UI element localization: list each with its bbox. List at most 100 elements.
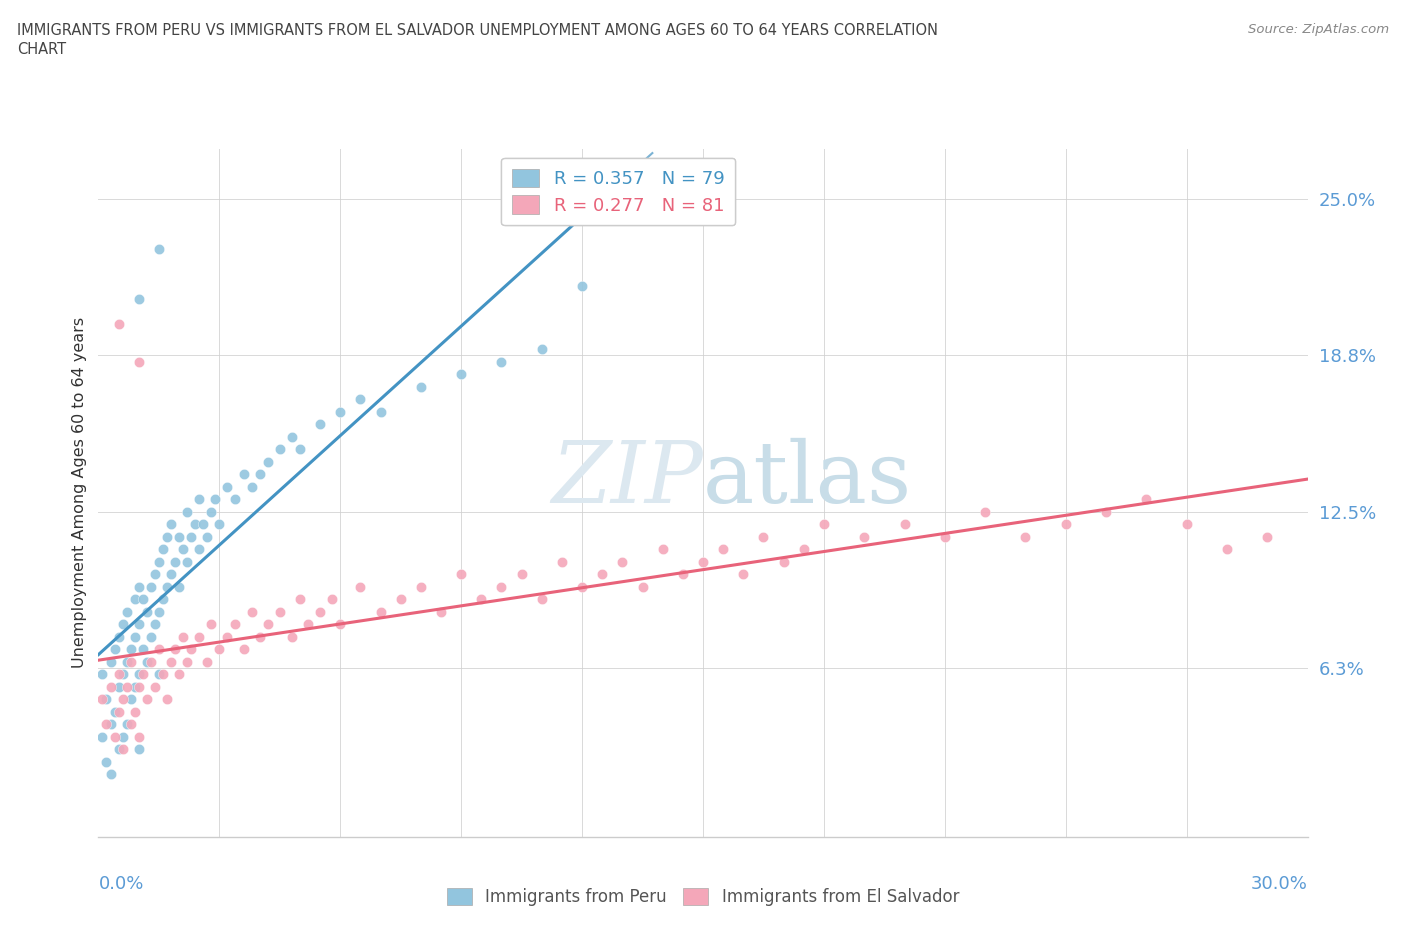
Point — [470, 591, 492, 606]
Point — [249, 630, 271, 644]
Point — [139, 655, 162, 670]
Point — [152, 542, 174, 557]
Point — [128, 617, 150, 631]
Point — [160, 655, 183, 670]
Point — [591, 566, 613, 581]
Point — [349, 579, 371, 594]
Point — [96, 717, 118, 732]
Point — [193, 517, 215, 532]
Point — [269, 604, 291, 619]
Point — [128, 742, 150, 757]
Point — [103, 729, 125, 744]
Point — [107, 680, 129, 695]
Point — [132, 642, 155, 657]
Point — [167, 667, 190, 682]
Point — [711, 542, 734, 557]
Point — [1175, 517, 1198, 532]
Point — [893, 517, 915, 532]
Point — [148, 667, 170, 682]
Point — [297, 617, 319, 631]
Point — [96, 754, 118, 769]
Point — [349, 392, 371, 406]
Point — [240, 604, 263, 619]
Point — [167, 529, 190, 544]
Text: CHART: CHART — [17, 42, 66, 57]
Point — [176, 655, 198, 670]
Point — [370, 604, 392, 619]
Point — [232, 467, 254, 482]
Y-axis label: Unemployment Among Ages 60 to 64 years: Unemployment Among Ages 60 to 64 years — [72, 317, 87, 669]
Point — [974, 504, 997, 519]
Point — [143, 566, 166, 581]
Point — [232, 642, 254, 657]
Point — [107, 667, 129, 682]
Point — [124, 591, 146, 606]
Point — [91, 692, 114, 707]
Point — [733, 566, 755, 581]
Point — [180, 529, 202, 544]
Point — [156, 529, 179, 544]
Point — [612, 554, 634, 569]
Point — [631, 579, 654, 594]
Point — [200, 617, 222, 631]
Point — [651, 542, 673, 557]
Point — [430, 604, 453, 619]
Point — [204, 492, 226, 507]
Point — [224, 617, 246, 631]
Point — [100, 767, 122, 782]
Point — [510, 566, 533, 581]
Point — [91, 729, 114, 744]
Point — [135, 692, 157, 707]
Point — [107, 704, 129, 719]
Point — [188, 492, 211, 507]
Point — [111, 667, 134, 682]
Point — [143, 680, 166, 695]
Point — [672, 566, 695, 581]
Point — [240, 479, 263, 494]
Point — [128, 579, 150, 594]
Point — [329, 405, 352, 419]
Text: ZIP: ZIP — [551, 438, 703, 521]
Point — [124, 704, 146, 719]
Text: atlas: atlas — [703, 437, 912, 521]
Point — [107, 316, 129, 331]
Point — [853, 529, 876, 544]
Point — [120, 717, 142, 732]
Point — [172, 542, 194, 557]
Point — [120, 642, 142, 657]
Point — [321, 591, 343, 606]
Point — [103, 642, 125, 657]
Point — [111, 729, 134, 744]
Point — [188, 542, 211, 557]
Point — [176, 504, 198, 519]
Point — [530, 341, 553, 356]
Point — [370, 405, 392, 419]
Point — [156, 579, 179, 594]
Point — [115, 604, 138, 619]
Point — [309, 604, 332, 619]
Text: IMMIGRANTS FROM PERU VS IMMIGRANTS FROM EL SALVADOR UNEMPLOYMENT AMONG AGES 60 T: IMMIGRANTS FROM PERU VS IMMIGRANTS FROM … — [17, 23, 938, 38]
Point — [409, 379, 432, 394]
Point — [139, 630, 162, 644]
Text: 30.0%: 30.0% — [1251, 874, 1308, 893]
Point — [249, 467, 271, 482]
Point — [184, 517, 207, 532]
Point — [1256, 529, 1278, 544]
Point — [1095, 504, 1118, 519]
Point — [188, 630, 211, 644]
Point — [571, 579, 593, 594]
Point — [450, 566, 472, 581]
Point — [100, 680, 122, 695]
Point — [281, 630, 304, 644]
Point — [491, 354, 513, 369]
Text: Source: ZipAtlas.com: Source: ZipAtlas.com — [1249, 23, 1389, 36]
Point — [128, 667, 150, 682]
Point — [180, 642, 202, 657]
Point — [115, 655, 138, 670]
Point — [224, 492, 246, 507]
Point — [128, 354, 150, 369]
Point — [128, 291, 150, 306]
Point — [111, 692, 134, 707]
Point — [160, 517, 183, 532]
Point — [148, 604, 170, 619]
